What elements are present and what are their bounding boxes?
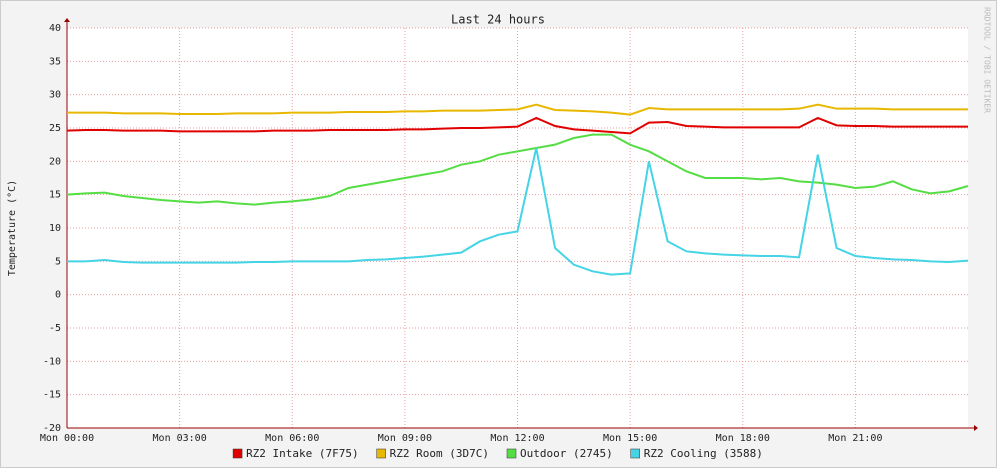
x-tick-label: Mon 00:00	[40, 433, 94, 444]
y-tick-label: 10	[49, 223, 61, 234]
y-axis-label: Temperature (°C)	[7, 180, 18, 276]
y-tick-label: 40	[49, 23, 61, 34]
legend-label: RZ2 Intake (7F75)	[246, 447, 359, 460]
legend-swatch	[376, 448, 386, 459]
x-tick-label: Mon 12:00	[490, 433, 544, 444]
y-tick-label: 30	[49, 90, 61, 101]
x-tick-label: Mon 21:00	[828, 433, 882, 444]
legend-item: RZ2 Intake (7F75)	[232, 447, 359, 460]
x-tick-label: Mon 03:00	[153, 433, 207, 444]
x-tick-label: Mon 09:00	[378, 433, 432, 444]
legend: RZ2 Intake (7F75) RZ2 Room (3D7C) Outdoor …	[232, 447, 763, 460]
legend-label: Outdoor (2745)	[520, 447, 613, 460]
legend-label: RZ2 Room (3D7C)	[390, 447, 489, 460]
legend-item: RZ2 Cooling (3588)	[630, 447, 763, 460]
chart-title: Last 24 hours	[451, 13, 545, 27]
y-tick-label: 25	[49, 123, 61, 134]
legend-label: RZ2 Cooling (3588)	[644, 447, 763, 460]
legend-swatch	[506, 448, 517, 459]
series-line	[66, 116, 968, 135]
plot-layer: -20 -15 -10 -5 0 5 10 15 20 25 30 35 40 Mon 00:00 Mon …	[40, 18, 978, 444]
series-line	[66, 133, 969, 206]
x-tick-label: Mon 18:00	[716, 433, 770, 444]
y-tick-label: 15	[49, 190, 61, 201]
y-tick-label: 20	[49, 156, 61, 167]
y-tick-label: -15	[43, 390, 61, 401]
y-axis-arrow	[64, 18, 70, 22]
y-tick-label: 0	[55, 290, 61, 301]
legend-item: RZ2 Room (3D7C)	[376, 447, 489, 460]
legend-swatch	[232, 448, 243, 459]
series-line	[67, 147, 969, 276]
series-line	[67, 103, 968, 116]
y-tick-label: 5	[55, 256, 61, 267]
y-tick-label: -10	[43, 356, 61, 367]
legend-item: Outdoor (2745)	[506, 447, 613, 460]
x-tick-label: Mon 06:00	[265, 433, 319, 444]
y-tick-label: -5	[49, 323, 61, 334]
y-tick-label: -20	[43, 423, 61, 434]
x-tick-label: Mon 15:00	[603, 433, 657, 444]
legend-swatch	[630, 448, 640, 459]
x-axis-arrow	[974, 425, 978, 431]
watermark: RRDTOOL / TOBI OETIKER	[983, 7, 992, 113]
y-tick-label: 35	[49, 56, 61, 67]
